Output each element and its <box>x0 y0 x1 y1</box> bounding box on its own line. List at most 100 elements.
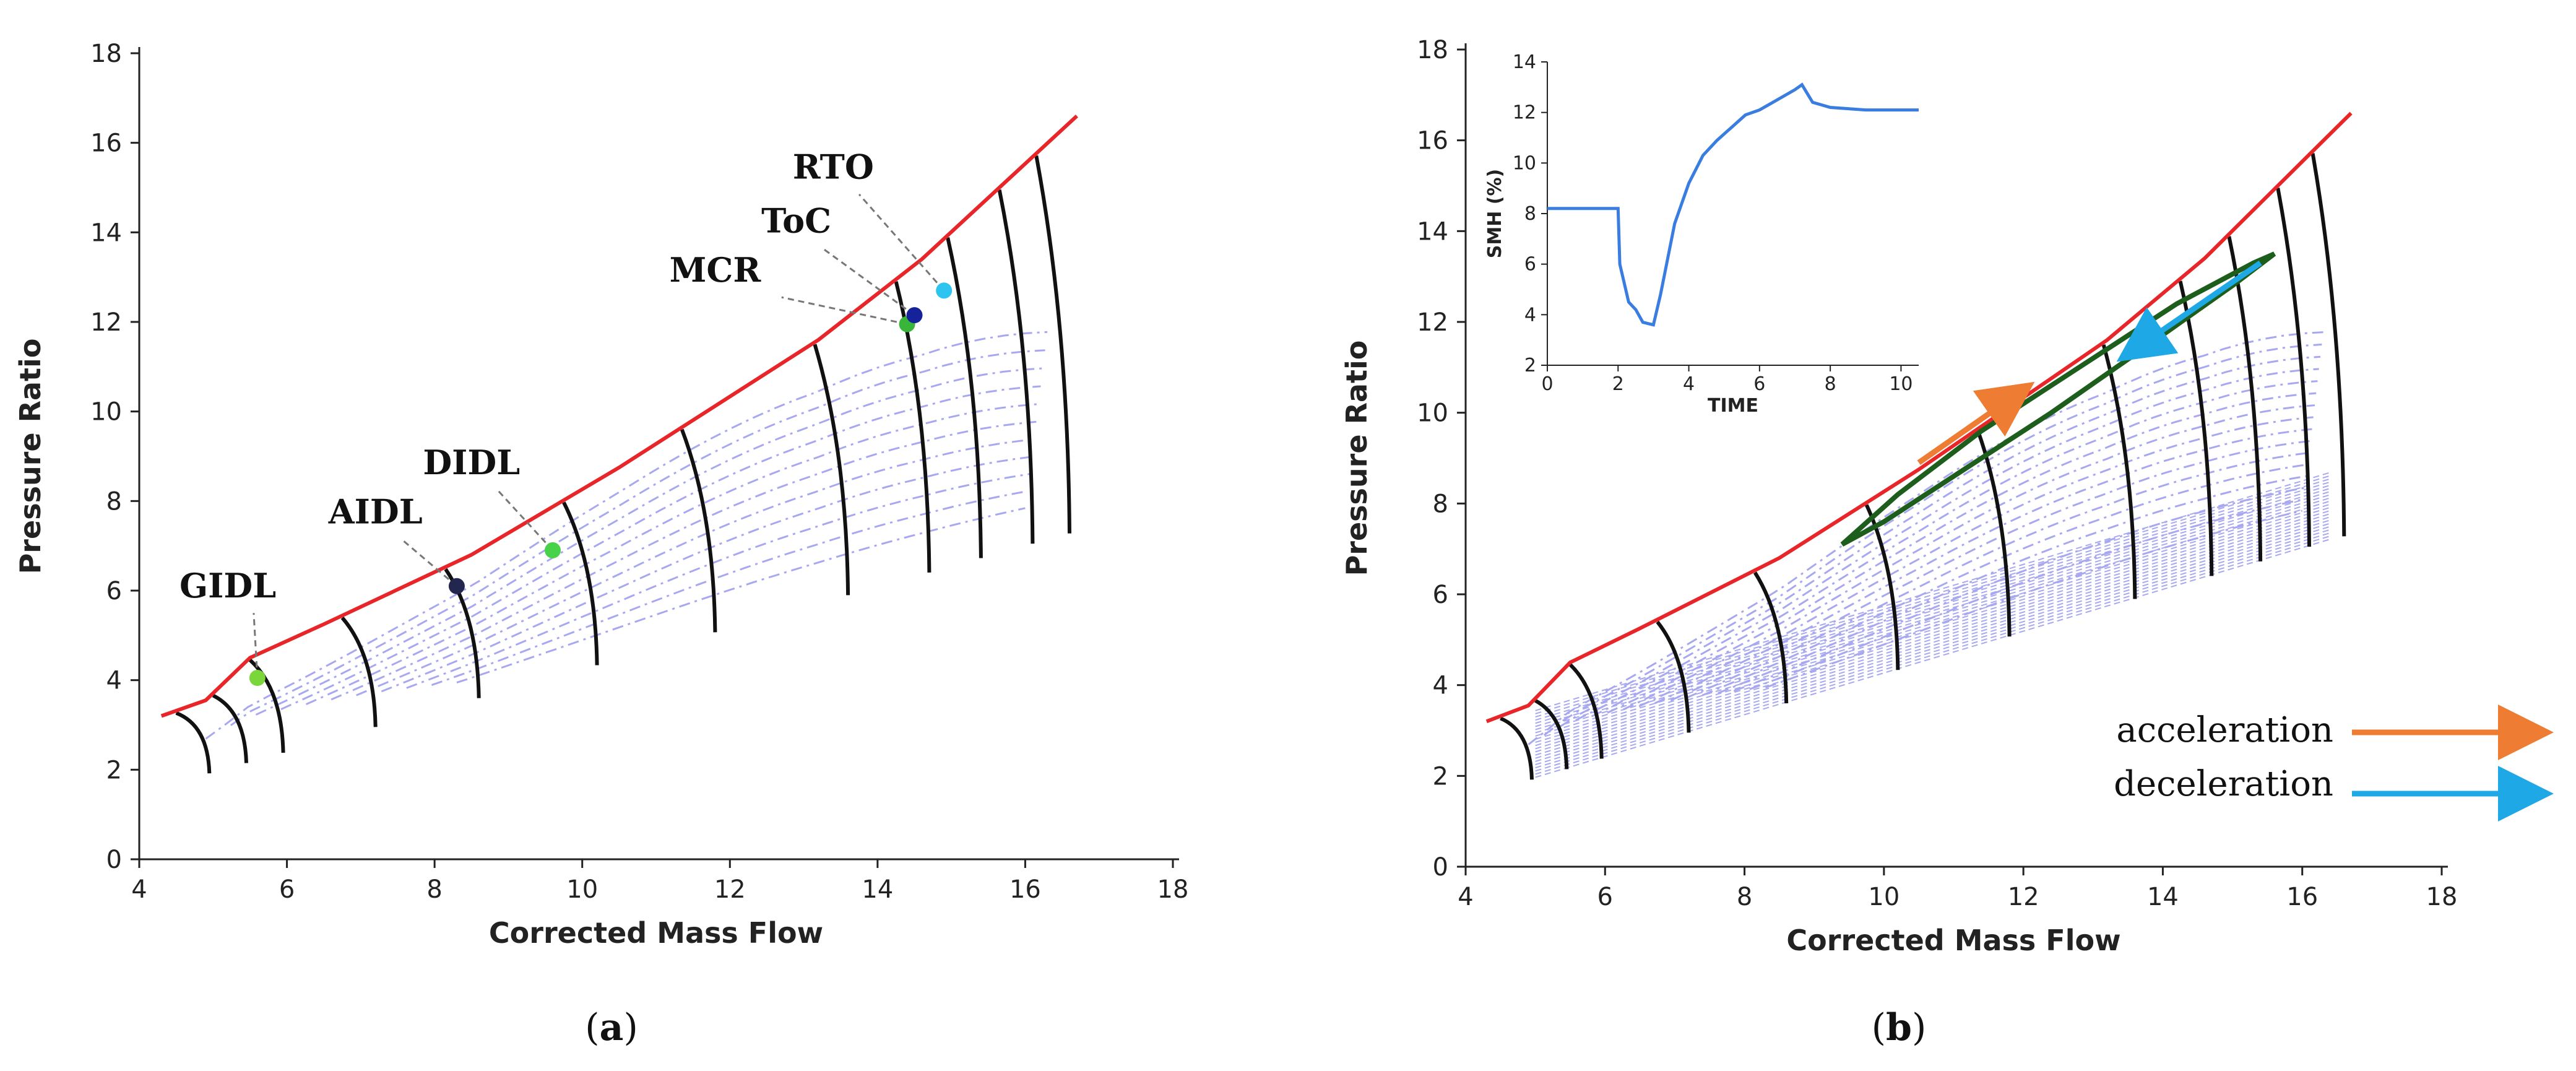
legend: acceleration deceleration <box>2114 705 2554 822</box>
y-tick-label: 14 <box>90 219 122 247</box>
inset-y-tick-label: 10 <box>1513 152 1536 174</box>
speed-line <box>562 501 599 666</box>
smh-series-line <box>1547 82 1919 327</box>
panel-letter: a <box>600 1006 624 1049</box>
legend-acceleration-label: acceleration <box>2116 710 2333 750</box>
operating-point-label: GIDL <box>179 566 276 605</box>
operating-point-label: MCR <box>670 250 762 290</box>
operating-points <box>249 282 953 687</box>
x-tick-label: 10 <box>1868 883 1900 911</box>
speed-line <box>175 711 212 774</box>
y-tick-label: 14 <box>1417 217 1448 246</box>
efficiency-contours <box>1528 331 2331 778</box>
efficiency-contour <box>406 473 1030 689</box>
efficiency-contour <box>356 438 1034 696</box>
inset-x-tick-label: 2 <box>1612 373 1624 395</box>
inset-x-tick-label: 8 <box>1825 373 1836 395</box>
efficiency-contour <box>255 367 1044 716</box>
x-tick-label: 8 <box>426 875 442 904</box>
acceleration-arrow <box>1917 381 2035 466</box>
efficiency-contour <box>1686 451 2310 699</box>
speed-line <box>1656 620 1691 733</box>
deceleration-arrow <box>2116 260 2262 362</box>
speed-line <box>1568 663 1604 759</box>
x-axis-title: Corrected Mass Flow <box>1786 924 2120 957</box>
speed-line <box>2101 344 2137 599</box>
y-tick-label: 16 <box>1417 127 1448 155</box>
speed-line <box>1534 699 1569 770</box>
operating-point-toc <box>906 307 923 324</box>
annotation-leaders <box>253 193 945 679</box>
operating-point-gidl <box>249 670 266 687</box>
efficiency-contour <box>1622 404 2315 711</box>
inset-y-tick-label: 8 <box>1524 203 1536 225</box>
y-tick-label: 4 <box>106 667 122 695</box>
efficiency-contour <box>1670 440 2311 701</box>
y-tick-label: 12 <box>1417 308 1448 337</box>
y-tick-label: 6 <box>1433 581 1448 609</box>
efficiency-contour <box>1638 416 2314 708</box>
speed-line <box>680 428 717 633</box>
x-tick-label: 12 <box>2008 883 2039 911</box>
x-tick-label: 18 <box>1157 875 1189 904</box>
y-tick-label: 4 <box>1433 672 1448 700</box>
y-tick-label: 0 <box>1433 853 1448 882</box>
x-tick-label: 16 <box>2286 883 2318 911</box>
x-tick-label: 14 <box>862 875 893 904</box>
y-tick-label: 18 <box>90 40 122 68</box>
x-axis-title: Corrected Mass Flow <box>489 916 823 950</box>
y-tick-label: 6 <box>106 577 122 605</box>
y-tick-label: 12 <box>90 308 122 337</box>
inset-y-tick-label: 12 <box>1513 102 1536 124</box>
leader-line <box>858 193 945 292</box>
speed-line <box>2310 153 2346 537</box>
operating-point-aidl <box>448 578 465 594</box>
efficiency-contour <box>305 403 1039 705</box>
y-tick-label: 10 <box>90 398 122 427</box>
speed-line <box>813 344 850 596</box>
efficiency-contour <box>1607 392 2317 714</box>
efficiency-contour <box>1543 344 2322 736</box>
efficiency-contours <box>205 331 1048 740</box>
legend-deceleration-label: deceleration <box>2114 764 2333 804</box>
x-tick-label: 6 <box>1597 883 1613 911</box>
speed-line <box>946 237 983 558</box>
y-tick-label: 16 <box>90 129 122 158</box>
axes: 4 6 8 10 12 14 16 18 0 2 4 6 8 10 12 14 16 18 <box>90 40 1188 904</box>
efficiency-contour <box>381 456 1032 693</box>
x-tick-label: 18 <box>2426 883 2458 911</box>
efficiency-contour <box>1559 355 2321 728</box>
x-tick-label: 4 <box>131 875 147 904</box>
operating-point-rto <box>936 282 953 299</box>
speed-line <box>1034 155 1071 534</box>
inset-x-tick-label: 4 <box>1683 373 1695 395</box>
operating-point-didl <box>545 542 561 558</box>
inset-x-tick-label: 10 <box>1889 373 1913 395</box>
speed-lines <box>175 155 1071 774</box>
y-tick-label: 8 <box>1433 490 1448 518</box>
x-tick-label: 4 <box>1458 883 1473 911</box>
y-tick-label: 2 <box>106 756 122 784</box>
x-tick-label: 12 <box>714 875 746 904</box>
x-tick-label: 14 <box>2147 883 2179 911</box>
x-tick-label: 6 <box>279 875 295 904</box>
efficiency-contour <box>1528 331 2323 745</box>
panel-caption: (a) <box>585 1006 638 1049</box>
inset-x-tick-label: 0 <box>1541 373 1553 395</box>
operating-point-label: AIDL <box>328 492 423 532</box>
inset-y-axis-title: SMH (%) <box>1484 169 1506 259</box>
operating-point-label: ToC <box>761 201 831 240</box>
panel-caption: (b) <box>1872 1006 1927 1049</box>
inset-y-tick-label: 4 <box>1524 304 1536 326</box>
efficiency-contour <box>280 385 1041 711</box>
operating-point-label: DIDL <box>423 443 520 482</box>
x-tick-label: 8 <box>1737 883 1752 911</box>
y-axis-title: Pressure Ratio <box>14 339 47 575</box>
speed-line <box>1500 716 1534 780</box>
speed-line <box>2276 188 2311 547</box>
efficiency-contour <box>205 331 1048 740</box>
